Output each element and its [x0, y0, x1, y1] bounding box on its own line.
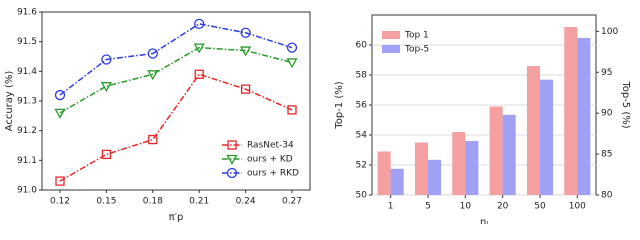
- marker: [226, 167, 238, 179]
- x-tick-label: 0.12: [50, 197, 70, 207]
- marker: [54, 108, 66, 119]
- y2-tick-label: 100: [601, 27, 618, 37]
- x-tick-label: 10: [460, 202, 472, 212]
- marker: [101, 54, 112, 65]
- bar: [390, 168, 404, 195]
- marker: [194, 18, 205, 30]
- x-tick-label: 5: [425, 202, 431, 212]
- x-tick-label: 20: [497, 202, 509, 212]
- legend-label: Top-5: [404, 45, 429, 55]
- x-tick-label: 0.21: [189, 197, 209, 207]
- y2-tick-label: 95: [601, 68, 612, 78]
- legend-label: ours + RKD: [247, 169, 299, 179]
- page: {"chart_data":[ {"type":"line","xlabel":…: [4, 7, 631, 225]
- marker: [227, 140, 237, 150]
- marker: [226, 154, 238, 165]
- y2-tick-label: 85: [601, 150, 612, 160]
- y-tick-label: 91.0: [17, 186, 37, 196]
- y-tick-label: 91.5: [17, 37, 37, 47]
- marker: [101, 149, 112, 160]
- marker: [54, 89, 66, 101]
- series-line: [59, 46, 293, 114]
- charts: 91.0 91.1 91.2 91.3 91.4 91.5 91.6 Accuray (%) π…: [4, 8, 631, 225]
- series-line: [59, 73, 293, 182]
- x-tick-label: 0.18: [143, 197, 163, 207]
- y-tick-label: 54: [356, 131, 368, 141]
- marker: [240, 84, 251, 94]
- marker: [148, 134, 158, 145]
- y2-tick-label: 90: [601, 109, 613, 119]
- x-tick-label: 0.15: [96, 197, 116, 207]
- marker: [286, 42, 298, 53]
- bar: [452, 132, 466, 195]
- bar: [414, 142, 428, 195]
- marker: [147, 70, 159, 81]
- x-tick-label: 0.27: [282, 197, 302, 207]
- y-tick-label: 91.1: [17, 156, 37, 166]
- y2-tick-label: 80: [601, 191, 613, 201]
- x-axis-label: nₗ: [480, 217, 488, 224]
- x-tick-label: 1: [388, 202, 394, 212]
- y-tick-label: 91.6: [17, 8, 37, 18]
- marker: [240, 27, 251, 38]
- legend-label: RasNet-34: [247, 141, 294, 151]
- bar: [526, 66, 540, 195]
- bar: [489, 106, 503, 195]
- y-tick-label: 50: [356, 191, 368, 201]
- x-tick-label: 100: [569, 202, 586, 212]
- marker: [147, 48, 158, 59]
- marker: [100, 82, 113, 92]
- y-tick-label: 91.3: [17, 97, 37, 107]
- y2-axis-label: Top-5 (%): [620, 80, 631, 128]
- bar: [428, 159, 442, 195]
- y-tick-label: 52: [356, 161, 367, 171]
- y-tick-label: 58: [356, 71, 368, 81]
- marker: [193, 43, 205, 54]
- bar: [377, 151, 391, 195]
- marker: [287, 105, 297, 115]
- bar: [465, 141, 479, 195]
- bar: [540, 79, 554, 195]
- marker: [194, 69, 204, 79]
- x-tick-label: 50: [534, 202, 546, 212]
- marker: [239, 46, 252, 57]
- marker: [286, 58, 298, 69]
- x-axis-label: π′p: [169, 212, 184, 223]
- series-line: [59, 23, 293, 96]
- x-tick-label: 0.24: [236, 197, 256, 207]
- legend-label: ours + KD: [247, 155, 293, 165]
- y-tick-label: 91.2: [17, 126, 37, 136]
- y-tick-label: 56: [356, 101, 368, 111]
- legend-label: Top 1: [404, 31, 429, 41]
- y-tick-label: 91.4: [17, 67, 37, 77]
- marker: [55, 176, 65, 186]
- bar: [502, 114, 516, 195]
- y-axis-label: Top-1 (%): [334, 81, 345, 129]
- y-tick-label: 60: [356, 41, 368, 51]
- bar: [564, 27, 578, 195]
- legend-swatch: [382, 31, 400, 39]
- y-axis-label: Accuray (%): [4, 71, 15, 132]
- legend-swatch: [382, 45, 400, 53]
- bar: [577, 37, 591, 196]
